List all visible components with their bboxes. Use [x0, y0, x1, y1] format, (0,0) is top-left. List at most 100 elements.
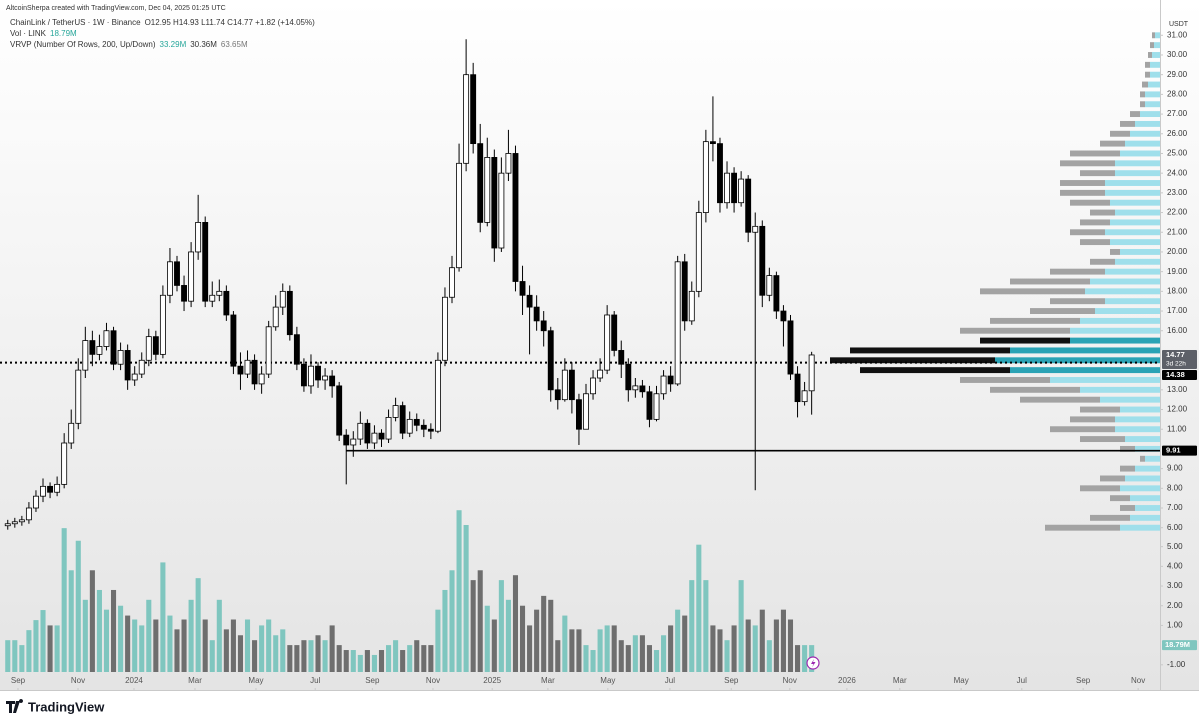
volume-bar: [421, 645, 427, 672]
profile-up: [1120, 150, 1160, 157]
volume-bar: [590, 650, 596, 672]
candle-body: [399, 405, 406, 434]
volume-bar: [717, 629, 723, 672]
y-tick-label: 8.00: [1167, 483, 1183, 492]
candle-body: [223, 290, 230, 316]
candle-body: [174, 261, 180, 286]
profile-down: [1145, 71, 1150, 78]
candle-body: [568, 369, 575, 401]
volume-bar: [689, 580, 695, 672]
logo-mark[interactable]: [6, 699, 24, 713]
replay-icon[interactable]: [806, 656, 820, 670]
footer-logo[interactable]: TradingView: [6, 699, 105, 714]
volume-bar: [266, 619, 272, 672]
volume-bar: [103, 609, 110, 672]
candle-body: [427, 428, 434, 432]
profile-down: [1060, 160, 1115, 167]
candle-body: [547, 330, 554, 391]
profile-up: [1145, 91, 1160, 98]
x-tick-label: Jul: [1017, 676, 1027, 685]
candle-body: [505, 153, 512, 174]
volume-bar: [583, 645, 589, 672]
volume-bar: [498, 580, 504, 672]
profile-up: [1115, 160, 1160, 167]
volume-bar: [491, 619, 497, 672]
candle-body: [216, 290, 223, 296]
replay-icon-bolt[interactable]: [811, 659, 816, 668]
candle-body: [533, 306, 540, 322]
candle-body: [18, 519, 25, 523]
candle-body: [512, 153, 519, 282]
volume-bar: [456, 510, 462, 672]
candle-body: [279, 290, 286, 308]
profile-up: [1145, 101, 1160, 108]
volume-bar: [315, 635, 321, 672]
candle-body: [724, 172, 730, 204]
volume-bar: [350, 650, 356, 672]
price-tag-countdown: 3d 22h: [1166, 361, 1186, 368]
y-tick-label: 20.00: [1167, 247, 1188, 256]
volume-bar: [569, 629, 575, 672]
x-tick-label: Sep: [11, 676, 26, 685]
profile-up: [1150, 61, 1160, 68]
y-tick-label: 26.00: [1167, 129, 1188, 138]
candle-body: [413, 418, 420, 426]
symbol-name: ChainLink / TetherUS · 1W · Binance: [10, 18, 141, 27]
candle-body: [470, 74, 477, 145]
profile-down: [1100, 140, 1125, 147]
volume-bar: [696, 544, 702, 672]
profile-up: [1135, 505, 1160, 511]
candle-body: [75, 369, 82, 424]
profile-down: [1150, 42, 1154, 49]
profile-down: [1060, 189, 1105, 196]
candle-body: [293, 334, 300, 365]
brand[interactable]: TradingView: [28, 699, 105, 714]
candle-body: [625, 363, 632, 391]
volume-bar: [661, 635, 667, 672]
volume-bar: [632, 635, 638, 672]
x-tick-label: Nov: [783, 676, 797, 685]
volume-tag-label: 18.79M: [1165, 640, 1190, 649]
volume-bar: [371, 654, 377, 672]
profile-down: [980, 288, 1085, 295]
y2-tick-label: 1.00: [1167, 621, 1183, 630]
candle-body: [61, 442, 68, 485]
y-tick-label: 31.00: [1167, 30, 1188, 39]
profile-down: [1090, 209, 1115, 216]
candle-body: [731, 172, 738, 204]
candle-body: [477, 143, 484, 223]
volume-bar: [301, 640, 307, 672]
candle-body: [717, 143, 723, 204]
candle-body: [794, 373, 801, 403]
volume-bar: [752, 625, 758, 672]
profile-up: [1115, 209, 1160, 216]
candle-body: [336, 385, 343, 436]
x-tick-label: 2026: [838, 676, 856, 685]
candle-body: [40, 485, 46, 497]
volume-bar: [414, 640, 420, 672]
y-tick-label: 21.00: [1167, 227, 1188, 236]
candle-body: [258, 373, 265, 385]
candle-body: [498, 172, 505, 249]
candle-body: [639, 385, 646, 393]
candle-body: [576, 399, 582, 430]
profile-up: [1130, 495, 1160, 502]
profile-down: [850, 347, 1010, 354]
candle-body: [406, 418, 413, 434]
candle-body: [117, 350, 124, 365]
horizontal-lines: [0, 361, 1160, 452]
profile-up: [1135, 120, 1160, 127]
volume-bar: [146, 599, 152, 672]
candle-body: [646, 391, 653, 420]
volume-bar: [597, 629, 603, 672]
profile-up: [1115, 416, 1160, 423]
profile-down: [1045, 524, 1120, 531]
x-tick-label: Mar: [893, 676, 907, 685]
candle-body: [590, 377, 596, 395]
volume-bar: [555, 640, 561, 672]
profile-down: [1070, 150, 1120, 157]
volume-bar: [125, 615, 131, 672]
profile-down: [1148, 52, 1152, 58]
volume-bar: [576, 629, 582, 672]
